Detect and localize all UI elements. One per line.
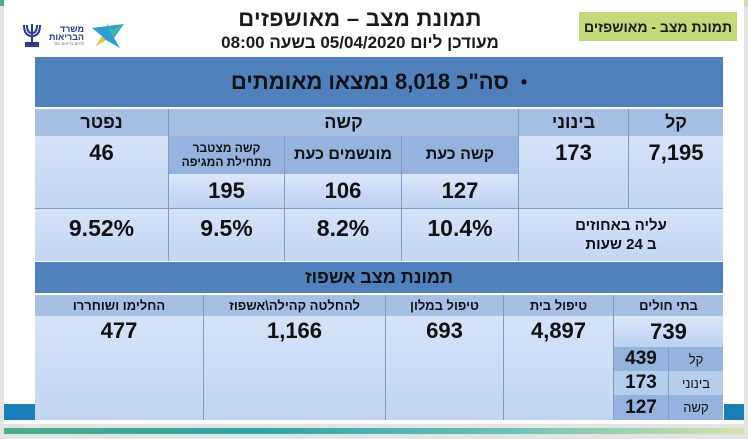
mild-value: 7,195 — [648, 140, 704, 165]
total-confirmed-banner: • סה"כ 8,018 נמצאו מאומתים — [35, 57, 723, 107]
moderate-value-cell: 173 — [518, 136, 628, 208]
severe-now-increase: 10.4% — [427, 215, 493, 241]
bottom-decorative-stripe — [4, 428, 744, 434]
subheader-severe-cumulative: קשה מצטבר מתחילת המגיפה — [168, 136, 284, 174]
subheader-severe-now-label: קשה כעת — [425, 146, 495, 163]
ventilated-now-value: 106 — [324, 178, 362, 203]
deceased-value: 46 — [89, 140, 114, 165]
severe-cumulative-value: 195 — [208, 178, 245, 203]
total-confirmed-label: סה"כ 8,018 נמצאו מאומתים — [230, 69, 509, 94]
col-header-pending-label: להחלטה קהילה\אשפוז — [229, 298, 360, 313]
page-title: תמונת מצב – מאושפזים — [238, 6, 482, 31]
subheader-severe-now: קשה כעת — [401, 136, 518, 174]
severe-now-value-cell: 127 — [401, 174, 518, 208]
subheader-ventilated-now-label: מונשמים כעת — [294, 146, 392, 163]
col-header-moderate-label: בינוני — [551, 112, 596, 132]
severe-cumulative-increase: 9.5% — [200, 215, 253, 241]
section-tag: תמונת מצב - מאושפזים — [579, 12, 737, 41]
recovered-value: 477 — [100, 318, 138, 343]
col-header-deceased-label: נפטר — [80, 112, 123, 132]
ventilated-now-value-cell: 106 — [284, 174, 401, 208]
col-header-severe-label: קשה — [324, 112, 363, 132]
hospitalization-title: תמונת מצב אשפוז — [305, 267, 453, 287]
severe-now-increase-cell: 10.4% — [401, 209, 518, 261]
col-header-home-care: טיפול בית — [503, 295, 613, 316]
col-header-recovered-label: החלימו ושוחררו — [72, 298, 166, 313]
ministry-name-line2: הבריאות — [48, 31, 84, 42]
left-accent-tab — [4, 404, 35, 420]
col-header-deceased: נפטר — [35, 109, 168, 136]
status-table: • סה"כ 8,018 נמצאו מאומתים קל בינוני קשה… — [35, 57, 723, 420]
col-header-recovered: החלימו ושוחררו — [35, 295, 203, 316]
pending-value: 1,166 — [266, 318, 323, 343]
col-header-severe: קשה — [168, 109, 518, 136]
home-care-value: 4,897 — [530, 318, 587, 343]
severe-cumulative-value-cell: 195 — [168, 174, 284, 208]
severe-cumulative-increase-cell: 9.5% — [168, 209, 284, 261]
col-header-mild: קל — [628, 109, 723, 136]
breakdown-label-mild-text: קל — [688, 351, 704, 367]
home-care-value-cell: 4,897 — [503, 316, 613, 420]
subheader-severe-cumulative-label: קשה מצטבר מתחילת המגיפה — [181, 141, 272, 169]
ministry-tagline: לחיים בריאים יותר — [53, 40, 84, 46]
col-header-home-care-label: טיפול בית — [529, 298, 588, 313]
menorah-emblem-icon — [22, 22, 42, 48]
severe-now-value: 127 — [441, 178, 479, 203]
breakdown-value-severe: 127 — [613, 395, 668, 420]
moderate-value: 173 — [555, 140, 592, 165]
ministry-name: משרד הבריאות לחיים בריאים יותר — [48, 23, 84, 46]
col-header-hotel-care-label: טיפול במלון — [410, 298, 479, 313]
col-header-hospitals: בתי חולים — [613, 295, 723, 316]
col-header-moderate: בינוני — [518, 109, 628, 136]
breakdown-value-severe-text: 127 — [625, 396, 657, 418]
mild-value-cell: 7,195 — [628, 136, 723, 208]
breakdown-value-mild: 439 — [613, 347, 668, 371]
ministry-of-health-logo: משרד הבריאות לחיים בריאים יותר — [22, 20, 130, 50]
breakdown-label-severe: קשה — [668, 395, 723, 420]
subheader-ventilated-now: מונשמים כעת — [284, 136, 401, 174]
breakdown-value-moderate-text: 173 — [625, 372, 657, 393]
col-header-pending: להחלטה קהילה\אשפוז — [203, 295, 385, 316]
recovered-value-cell: 477 — [35, 316, 203, 420]
ministry-name-line1: משרד — [59, 23, 84, 34]
hospitals-value-cell: 739 — [613, 316, 723, 347]
col-header-mild-label: קל — [664, 112, 688, 132]
increase-label-cell: עליה באחוזים ב 24 שעות — [518, 209, 723, 261]
breakdown-value-moderate: 173 — [613, 371, 668, 395]
hospitalization-banner: תמונת מצב אשפוז — [35, 262, 723, 293]
right-accent-tab — [724, 404, 744, 420]
page-subtitle-updated: מעודכן ליום 05/04/2020 בשעה 08:00 — [221, 33, 499, 52]
deceased-increase-cell: 9.52% — [35, 209, 168, 261]
breakdown-label-moderate-text: בינוני — [681, 375, 711, 391]
increase-label-line1: עליה באחוזים — [575, 217, 667, 234]
breakdown-label-severe-text: קשה — [683, 400, 709, 415]
hospitals-value: 739 — [650, 318, 687, 344]
hotel-care-value-cell: 693 — [385, 316, 503, 420]
breakdown-value-mild-text: 439 — [625, 348, 657, 369]
breakdown-label-moderate: בינוני — [668, 371, 723, 395]
breakdown-label-mild: קל — [668, 347, 723, 371]
increase-label-line2: ב 24 שעות — [585, 236, 657, 253]
ventilated-now-increase: 8.2% — [316, 215, 370, 241]
col-header-hotel-care: טיפול במלון — [385, 295, 503, 316]
deceased-value-cell: 46 — [35, 136, 168, 208]
hospital-breakdown: קל 439 בינוני 173 קשה 127 — [613, 347, 723, 420]
ventilated-now-increase-cell: 8.2% — [284, 209, 401, 261]
col-header-hospitals-label: בתי חולים — [639, 298, 698, 313]
star-logo-icon — [92, 22, 124, 48]
bullet-icon: • — [520, 71, 528, 92]
hotel-care-value: 693 — [426, 318, 463, 343]
pending-value-cell: 1,166 — [203, 316, 385, 420]
deceased-increase: 9.52% — [68, 215, 135, 241]
